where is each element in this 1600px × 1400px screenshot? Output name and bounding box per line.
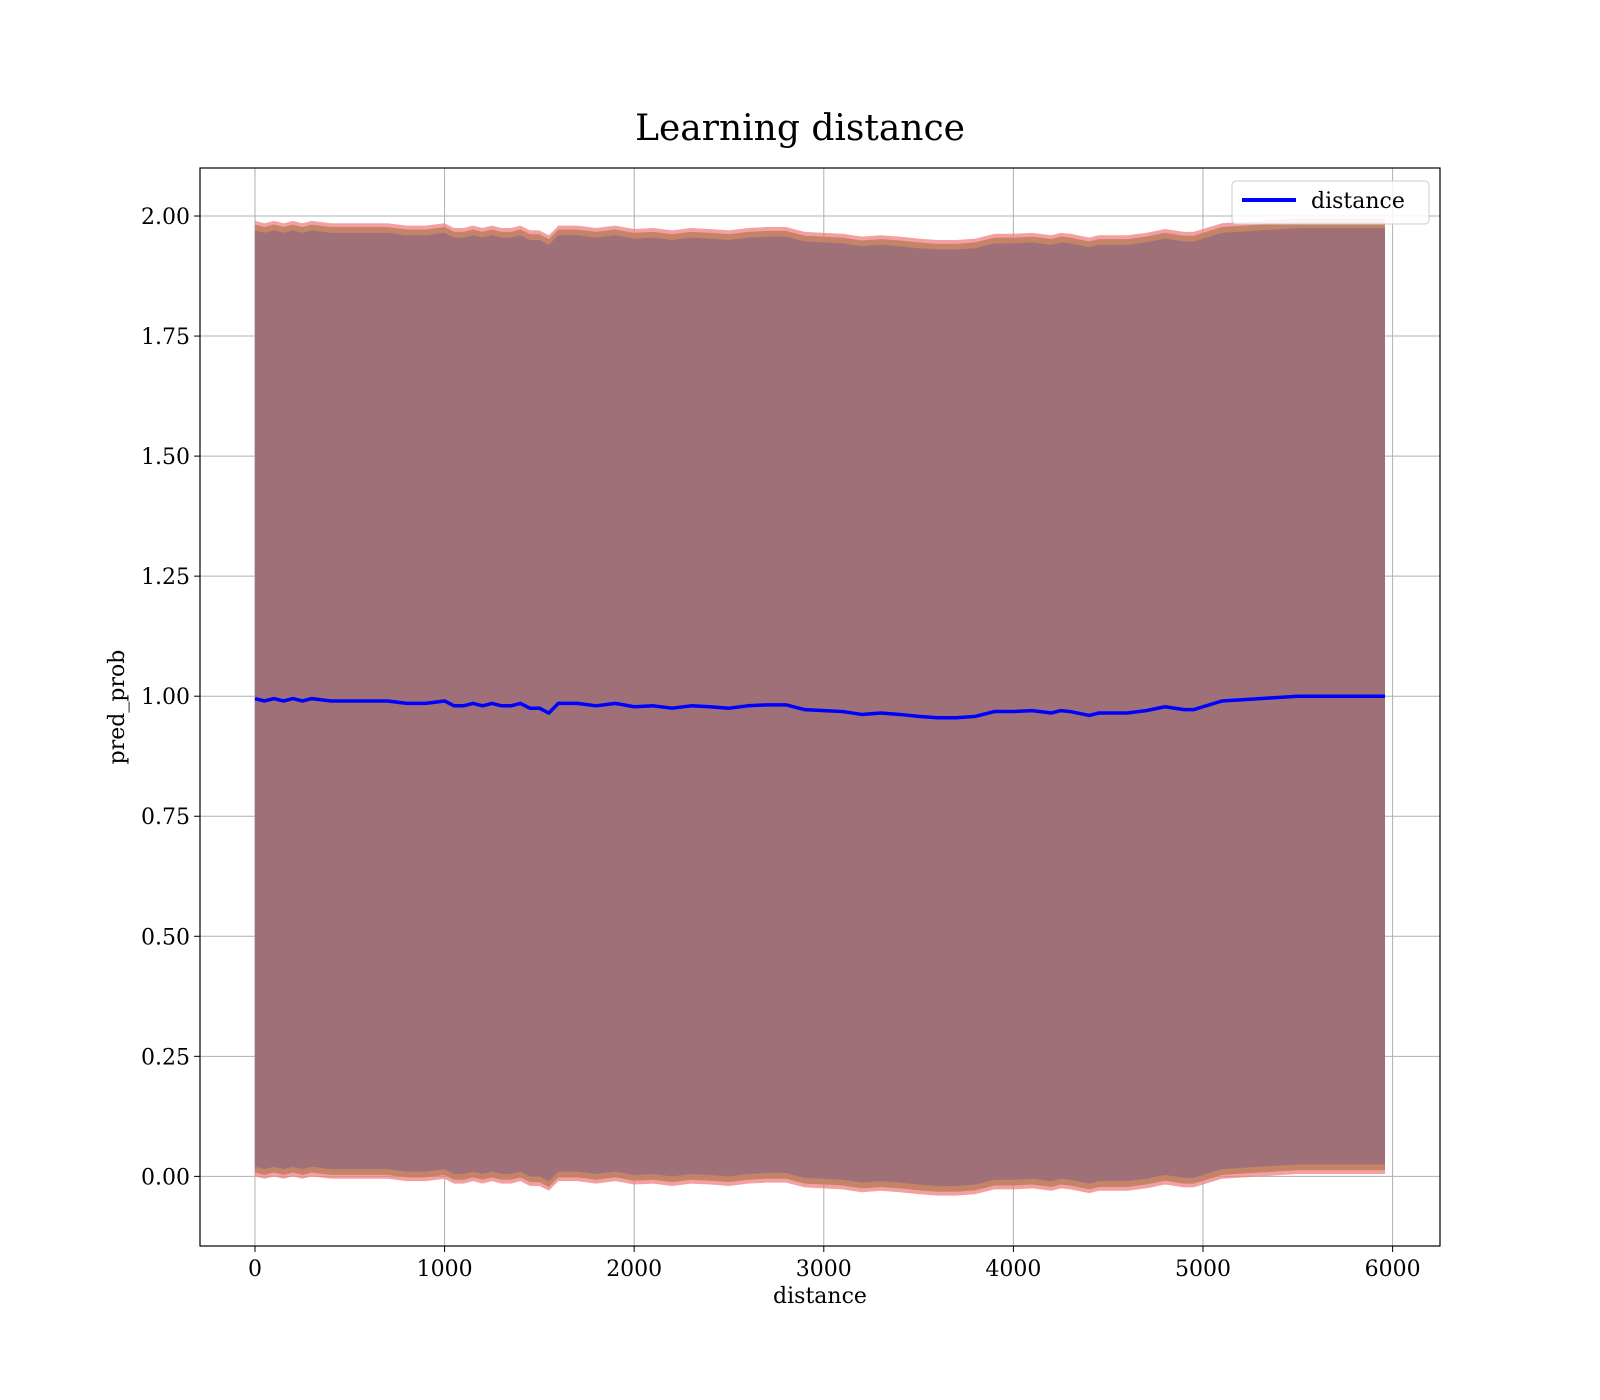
series-line-distance — [254, 694, 1386, 720]
x-tick-label-0: 0 — [248, 1257, 262, 1282]
x-tick-label-5: 5000 — [1175, 1257, 1231, 1282]
x-tick-label-6: 6000 — [1365, 1257, 1421, 1282]
x-axis-ticks: 0 1000 2000 3000 4000 5000 6000 — [248, 1246, 1421, 1282]
legend-entry-distance: distance — [1311, 189, 1405, 214]
y-tick-label-7: 1.75 — [141, 325, 190, 350]
y-tick-label-8: 2.00 — [141, 205, 190, 230]
uncertainty-bands — [254, 218, 1386, 1196]
x-axis-label: distance — [773, 1284, 867, 1309]
x-tick-label-2: 2000 — [606, 1257, 662, 1282]
y-tick-label-1: 0.25 — [141, 1045, 190, 1070]
band-inner — [254, 228, 1386, 1186]
x-tick-label-1: 1000 — [417, 1257, 473, 1282]
x-tick-label-4: 4000 — [985, 1257, 1041, 1282]
y-tick-label-2: 0.50 — [141, 925, 190, 950]
legend: distance — [1231, 180, 1430, 225]
y-axis-ticks: 0.00 0.25 0.50 0.75 1.00 1.25 1.50 1.75 2.00 — [141, 205, 200, 1190]
chart-title: Learning distance — [635, 108, 965, 149]
series-lines — [254, 694, 1386, 720]
y-tick-label-5: 1.25 — [141, 565, 190, 590]
y-tick-label-6: 1.50 — [141, 445, 190, 470]
y-tick-label-0: 0.00 — [141, 1165, 190, 1190]
y-tick-label-3: 0.75 — [141, 805, 190, 830]
legend-box — [1231, 180, 1430, 225]
plot-frame — [199, 167, 1441, 1247]
x-tick-label-3: 3000 — [796, 1257, 852, 1282]
y-tick-label-4: 1.00 — [141, 685, 190, 710]
y-axis-label: pred_prob — [105, 650, 130, 765]
